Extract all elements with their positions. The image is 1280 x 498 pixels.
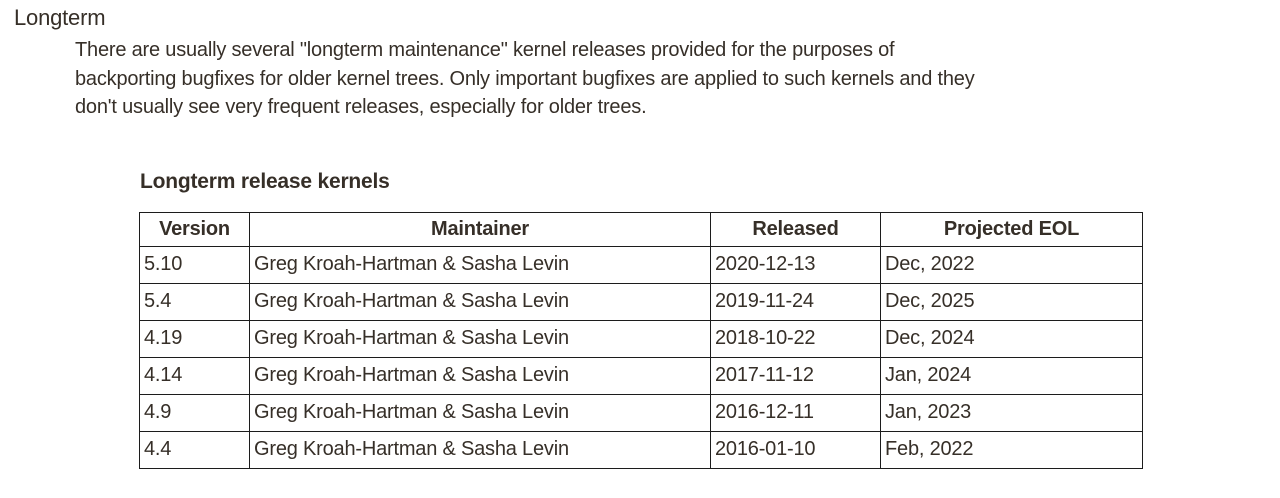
cell-released: 2019-11-24 <box>710 283 881 321</box>
cell-version: 5.4 <box>139 283 250 321</box>
cell-released: 2018-10-22 <box>710 320 881 358</box>
column-header-released: Released <box>710 212 881 247</box>
cell-released: 2017-11-12 <box>710 357 881 395</box>
column-header-projected-eol: Projected EOL <box>880 212 1143 247</box>
description-line: backporting bugfixes for older kernel tr… <box>75 67 975 90</box>
cell-projected-eol: Feb, 2022 <box>880 431 1143 469</box>
longterm-release-table: Version Maintainer Released Projected EO… <box>139 212 1143 469</box>
cell-version: 4.4 <box>139 431 250 469</box>
table-row: 4.9 Greg Kroah-Hartman & Sasha Levin 201… <box>139 394 1143 432</box>
section-heading: Longterm <box>14 5 106 30</box>
cell-maintainer: Greg Kroah-Hartman & Sasha Levin <box>249 320 711 358</box>
cell-maintainer: Greg Kroah-Hartman & Sasha Levin <box>249 246 711 284</box>
cell-projected-eol: Dec, 2022 <box>880 246 1143 284</box>
cell-version: 4.14 <box>139 357 250 395</box>
cell-maintainer: Greg Kroah-Hartman & Sasha Levin <box>249 357 711 395</box>
table-header-row: Version Maintainer Released Projected EO… <box>139 212 1143 247</box>
table-caption: Longterm release kernels <box>140 170 390 193</box>
table-row: 5.10 Greg Kroah-Hartman & Sasha Levin 20… <box>139 246 1143 284</box>
cell-released: 2016-01-10 <box>710 431 881 469</box>
table-row: 4.4 Greg Kroah-Hartman & Sasha Levin 201… <box>139 431 1143 469</box>
cell-released: 2016-12-11 <box>710 394 881 432</box>
cell-version: 4.9 <box>139 394 250 432</box>
cell-maintainer: Greg Kroah-Hartman & Sasha Levin <box>249 431 711 469</box>
cell-version: 4.19 <box>139 320 250 358</box>
cell-maintainer: Greg Kroah-Hartman & Sasha Levin <box>249 283 711 321</box>
table-row: 4.19 Greg Kroah-Hartman & Sasha Levin 20… <box>139 320 1143 358</box>
cell-released: 2020-12-13 <box>710 246 881 284</box>
cell-projected-eol: Jan, 2024 <box>880 357 1143 395</box>
table-row: 5.4 Greg Kroah-Hartman & Sasha Levin 201… <box>139 283 1143 321</box>
column-header-maintainer: Maintainer <box>249 212 711 247</box>
cell-projected-eol: Dec, 2024 <box>880 320 1143 358</box>
column-header-version: Version <box>139 212 250 247</box>
description-line: don't usually see very frequent releases… <box>75 96 647 118</box>
cell-version: 5.10 <box>139 246 250 284</box>
cell-maintainer: Greg Kroah-Hartman & Sasha Levin <box>249 394 711 432</box>
description-line: There are usually several "longterm main… <box>75 39 895 61</box>
section-description: There are usually several "longterm main… <box>75 36 1225 122</box>
table-row: 4.14 Greg Kroah-Hartman & Sasha Levin 20… <box>139 357 1143 395</box>
cell-projected-eol: Jan, 2023 <box>880 394 1143 432</box>
cell-projected-eol: Dec, 2025 <box>880 283 1143 321</box>
